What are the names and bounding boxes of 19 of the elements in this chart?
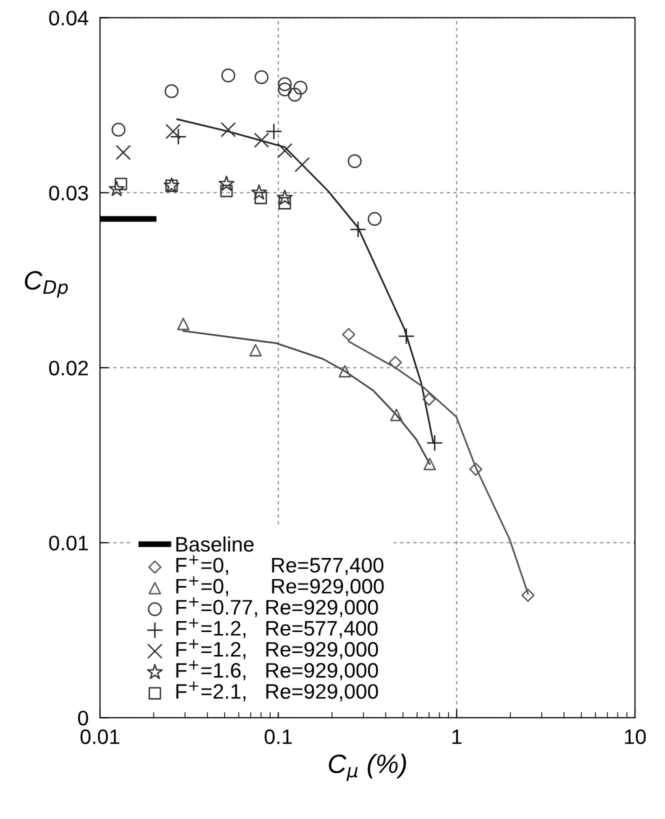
legend-label: F$^{+}$=0.77, Re=929,000 <box>176 597 378 618</box>
x-tick-label: 10 <box>625 729 646 744</box>
y-tick-label: 0.01 <box>49 536 88 550</box>
y-tick-label: 0.04 <box>49 10 88 26</box>
legend-label: F$^{+}$=2.1, Re=929,000 <box>176 682 378 702</box>
legend-label: F$^{+}$=1.6, Re=929,000 <box>176 660 378 680</box>
x-axis-title: C$_{μ}$ (%) <box>328 754 406 782</box>
legend-label: F$^{+}$=0, Re=577,400 <box>176 555 384 576</box>
x-tick-label: 0.1 <box>264 729 292 744</box>
y-tick-label: 0.03 <box>49 186 88 200</box>
x-tick-label: 0.01 <box>80 729 120 744</box>
y-tick-label: 0.02 <box>49 360 88 376</box>
y-axis-title: C$_{Dp}$ <box>24 271 68 298</box>
legend-label: Baseline <box>176 536 254 552</box>
y-tick-label: 0 <box>78 710 88 726</box>
legend-label: F$^{+}$=0, Re=929,000 <box>176 576 384 596</box>
legend-label: F$^{+}$=1.2, Re=929,000 <box>176 639 378 660</box>
x-tick-label: 1 <box>452 730 462 744</box>
legend-label: F$^{+}$=1.2, Re=577,400 <box>176 618 378 638</box>
